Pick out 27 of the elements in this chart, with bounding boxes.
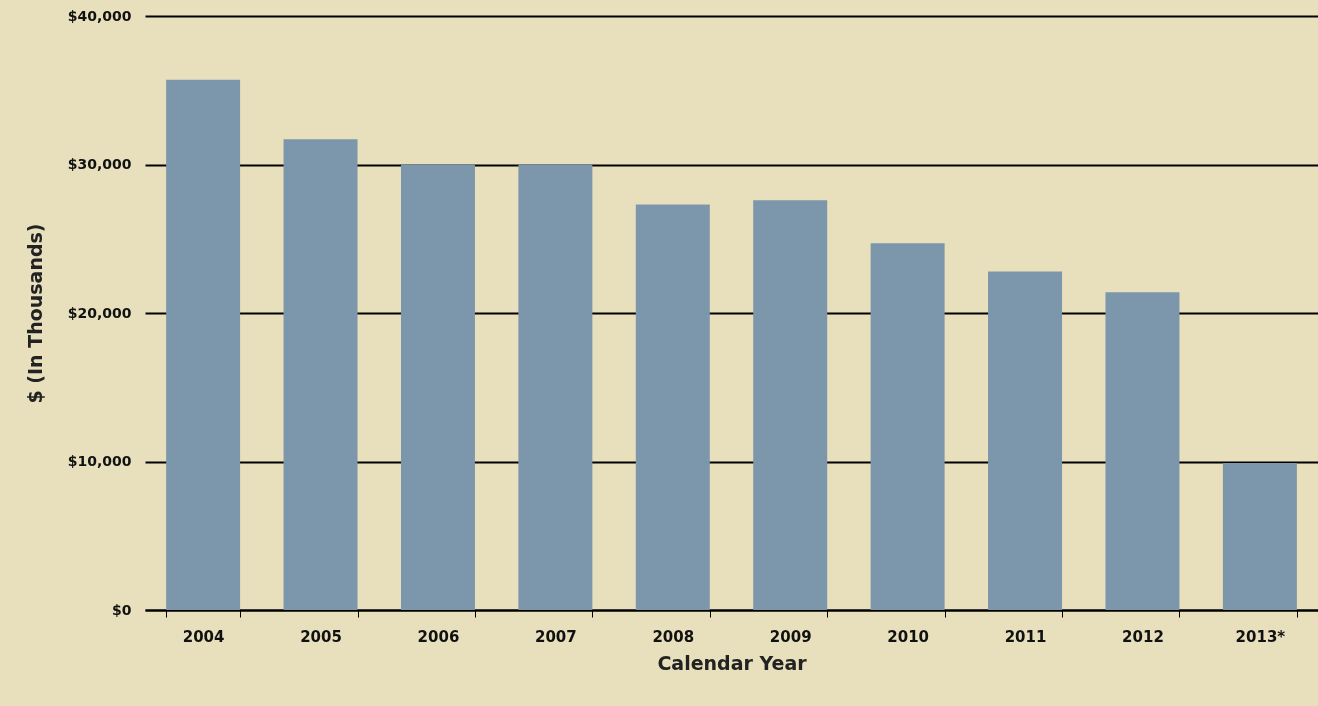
bar — [988, 271, 1063, 610]
bar — [283, 139, 358, 610]
bar — [1222, 462, 1297, 610]
y-tick-label: $30,000 — [67, 156, 132, 172]
x-tick-label: 2008 — [652, 627, 695, 646]
x-tick-label: 2006 — [417, 627, 460, 646]
bar — [1105, 292, 1180, 610]
bar — [870, 243, 945, 610]
x-tick-label: 2010 — [887, 627, 929, 646]
x-tick-label: 2012 — [1122, 627, 1164, 646]
bar — [166, 79, 241, 610]
y-tick-label: $20,000 — [67, 304, 132, 321]
x-tick-label: 2013* — [1235, 627, 1286, 646]
y-tick-label: $40,000 — [67, 7, 132, 24]
y-tick-label: $10,000 — [67, 453, 132, 469]
x-tick-label: 2004 — [182, 627, 225, 646]
x-tick-label: 2011 — [1004, 627, 1047, 646]
bar — [753, 200, 828, 610]
x-tick-label: 2005 — [300, 627, 342, 646]
bar — [635, 204, 710, 610]
x-tick-label: 2009 — [769, 627, 812, 646]
x-tick-label: 2007 — [535, 627, 577, 646]
bar — [518, 164, 593, 610]
y-axis-title: $ (In Thousands) — [23, 223, 46, 404]
x-axis-title: Calendar Year — [657, 651, 808, 674]
bar — [400, 164, 475, 610]
y-tick-label: $0 — [112, 601, 132, 618]
